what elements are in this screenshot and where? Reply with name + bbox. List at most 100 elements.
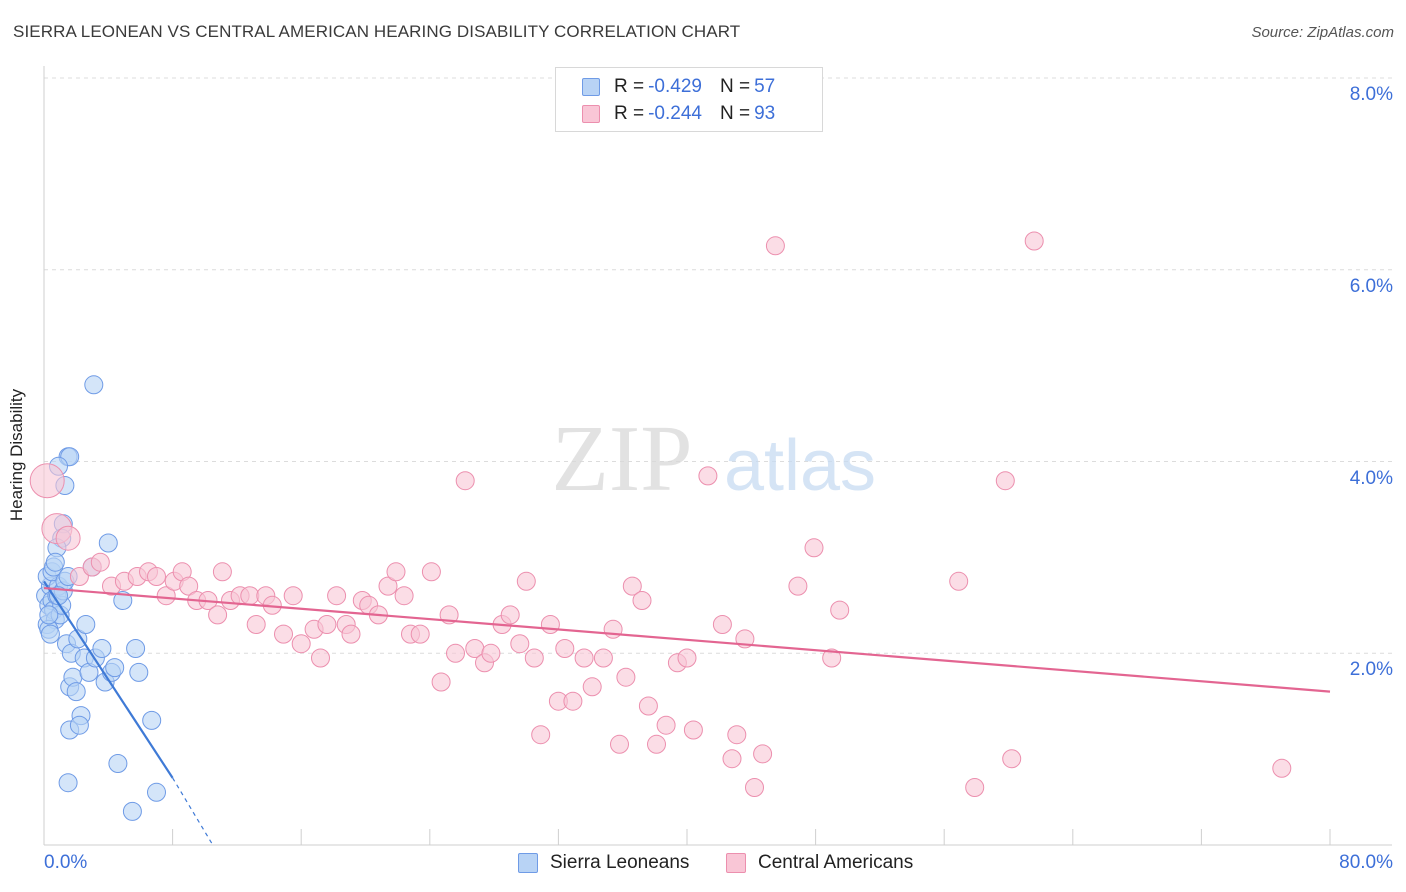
point-central-american xyxy=(156,586,176,606)
point-central-american xyxy=(616,667,636,687)
point-central-american xyxy=(394,586,414,606)
legend-row-sierra-leoneans: R = -0.429 N = 57 xyxy=(582,74,775,100)
point-central-american xyxy=(555,639,575,658)
point-central-american xyxy=(524,648,544,668)
point-central-american xyxy=(29,463,65,499)
legend-n-label: N = xyxy=(719,103,751,124)
point-central-american xyxy=(311,648,330,668)
point-central-american xyxy=(179,576,199,596)
point-central-american xyxy=(246,615,266,634)
point-central-american xyxy=(563,691,583,711)
point-central-american xyxy=(712,615,732,634)
trend-layer xyxy=(43,580,1331,846)
point-central-american xyxy=(291,634,311,654)
point-central-american xyxy=(949,571,969,591)
y-tick-label: 2.0% xyxy=(1349,659,1393,681)
trend-line-sierra-leoneans-extension xyxy=(172,777,214,846)
point-sierra-leonean xyxy=(122,801,142,821)
point-central-american xyxy=(378,576,398,596)
point-sierra-leonean xyxy=(69,715,89,735)
point-central-american xyxy=(593,648,613,668)
point-central-american xyxy=(632,591,652,610)
x-tick-label-min: 0.0% xyxy=(44,852,88,873)
point-sierra-leonean xyxy=(92,639,112,658)
series-swatch-pink xyxy=(726,853,746,873)
point-sierra-leonean xyxy=(39,605,59,625)
point-sierra-leonean xyxy=(147,782,166,802)
point-central-american xyxy=(90,552,110,572)
point-central-american xyxy=(603,619,623,639)
legend-r-value: -0.429 xyxy=(648,76,702,97)
point-sierra-leonean xyxy=(113,591,133,610)
point-sierra-leonean xyxy=(45,552,65,572)
y-axis-label: Hearing Disability xyxy=(7,388,26,522)
point-central-american xyxy=(446,643,465,663)
point-central-american xyxy=(274,624,293,644)
watermark-zip: ZIP xyxy=(552,407,693,511)
trend-line-central-americans xyxy=(43,586,1331,693)
point-central-american xyxy=(431,672,451,692)
point-central-american xyxy=(531,725,551,745)
point-central-american xyxy=(1002,749,1022,769)
legend-n-label: N = xyxy=(719,76,751,97)
point-central-american xyxy=(341,624,361,644)
legend-row-central-americans: R = -0.244 N = 93 xyxy=(582,101,775,127)
series-legend-sierra-leoneans[interactable]: Sierra Leoneans xyxy=(518,852,689,874)
series-swatch-blue xyxy=(518,853,538,873)
point-sierra-leonean xyxy=(129,662,149,682)
point-sierra-leonean xyxy=(126,639,146,658)
point-central-american xyxy=(656,715,676,735)
point-central-american xyxy=(822,648,842,668)
point-central-american xyxy=(830,600,850,620)
trend-line-sierra-leoneans xyxy=(43,580,174,779)
point-central-american xyxy=(677,648,697,668)
legend-r-label: R = xyxy=(614,103,645,124)
legend-r-value: -0.244 xyxy=(648,103,702,124)
point-sierra-leonean xyxy=(142,710,162,730)
point-central-american xyxy=(55,525,81,551)
point-central-american xyxy=(995,471,1015,491)
point-sierra-leonean xyxy=(105,658,125,678)
legend-swatch-pink xyxy=(582,105,600,123)
series-label: Sierra Leoneans xyxy=(550,852,690,873)
point-central-american xyxy=(683,720,703,740)
point-central-american xyxy=(386,562,406,582)
point-central-american xyxy=(208,605,228,625)
correlation-legend: R = -0.429 N = 57 R = -0.244 N = 93 xyxy=(555,67,823,132)
point-central-american xyxy=(455,471,475,491)
series-legend-central-americans[interactable]: Central Americans xyxy=(726,852,913,874)
point-sierra-leonean xyxy=(68,629,88,649)
series-legend: Sierra Leoneans Central Americans xyxy=(0,852,1406,876)
point-central-american xyxy=(574,648,594,668)
chart-title: SIERRA LEONEAN VS CENTRAL AMERICAN HEARI… xyxy=(13,22,741,41)
point-central-american xyxy=(317,615,337,634)
watermark-atlas: atlas xyxy=(724,426,876,506)
point-central-american xyxy=(1272,758,1292,778)
x-tick-label-max: 80.0% xyxy=(1339,852,1393,873)
point-central-american xyxy=(610,734,629,754)
legend-n-value: 93 xyxy=(754,103,776,124)
point-central-american xyxy=(69,567,89,586)
point-sierra-leonean xyxy=(40,624,60,644)
point-sierra-leonean xyxy=(98,533,118,553)
point-central-american xyxy=(240,586,260,606)
y-tick-label: 6.0% xyxy=(1349,275,1393,297)
point-central-american xyxy=(212,562,232,582)
axis-layer xyxy=(43,66,1392,846)
point-sierra-leonean xyxy=(66,682,86,702)
point-sierra-leonean xyxy=(76,615,96,634)
legend-r-label: R = xyxy=(614,76,645,97)
point-central-american xyxy=(516,571,536,591)
point-central-american xyxy=(727,725,747,745)
point-central-american xyxy=(788,576,808,596)
point-central-american xyxy=(647,734,666,754)
point-central-american xyxy=(582,677,602,697)
point-central-american xyxy=(421,562,441,582)
point-central-american xyxy=(327,586,347,606)
point-sierra-leonean xyxy=(84,375,104,395)
point-central-american xyxy=(638,696,658,716)
series-label: Central Americans xyxy=(758,852,914,873)
point-central-american xyxy=(745,778,764,797)
point-central-american xyxy=(283,586,303,606)
